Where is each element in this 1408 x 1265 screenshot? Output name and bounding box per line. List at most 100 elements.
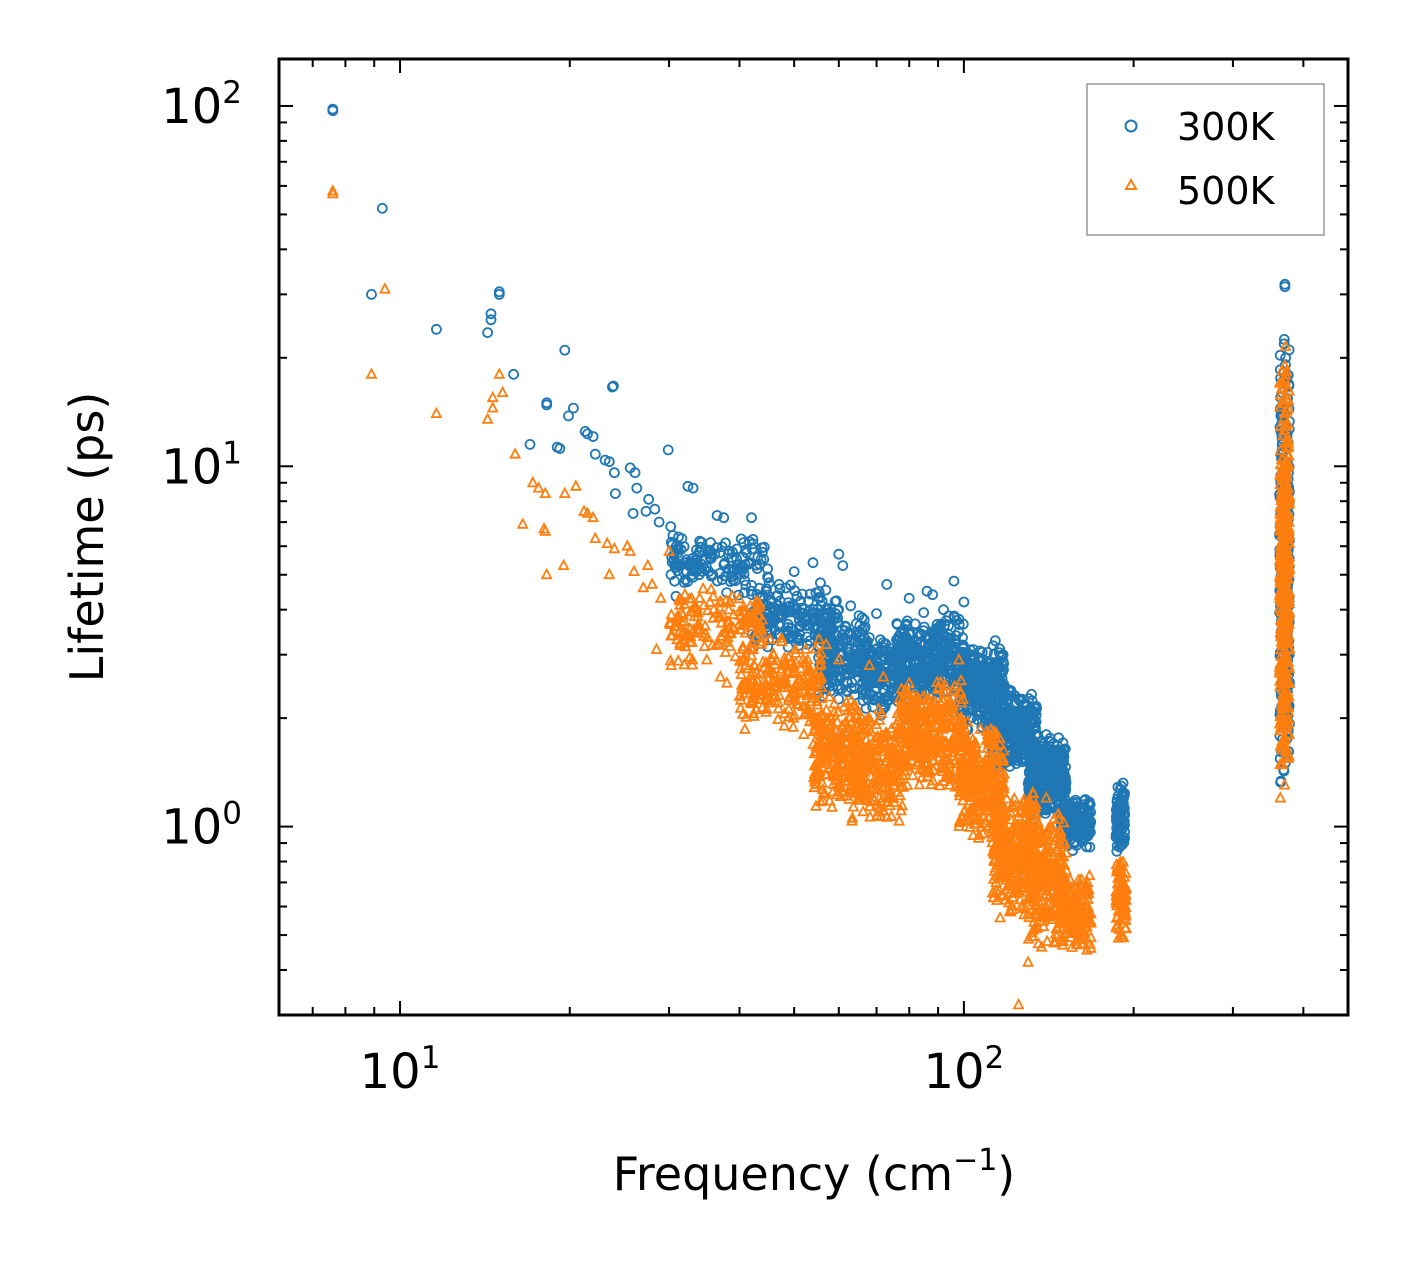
data-point-500k <box>1015 834 1028 847</box>
data-point-300k <box>524 438 536 450</box>
data-point-500k <box>972 804 985 816</box>
data-point-500k <box>872 779 884 791</box>
data-point-300k <box>1023 693 1035 704</box>
data-point-300k <box>666 539 678 551</box>
data-point-300k <box>675 558 687 570</box>
data-point-500k <box>957 766 970 778</box>
data-point-500k <box>1057 833 1070 846</box>
data-point-500k <box>811 698 824 710</box>
data-point-300k <box>1049 755 1061 767</box>
data-point-500k <box>706 638 719 650</box>
data-point-500k <box>805 676 818 688</box>
data-point-300k <box>563 410 574 422</box>
data-point-500k <box>1036 894 1049 906</box>
data-point-500k <box>1049 927 1062 939</box>
data-point-300k <box>803 595 814 607</box>
data-point-500k <box>650 642 663 654</box>
data-point-300k <box>914 630 925 642</box>
data-point-500k <box>868 774 881 786</box>
data-point-500k <box>988 728 1001 740</box>
data-point-300k <box>701 561 712 573</box>
data-point-300k <box>910 658 922 669</box>
data-point-300k <box>842 677 854 689</box>
data-point-500k <box>734 688 747 700</box>
data-point-300k <box>813 586 825 598</box>
data-point-500k <box>778 719 791 731</box>
data-point-500k <box>1041 826 1054 838</box>
data-point-500k <box>712 609 725 622</box>
data-point-500k <box>1016 817 1029 829</box>
data-point-300k <box>892 659 904 671</box>
data-point-500k <box>750 665 763 678</box>
data-point-500k <box>870 717 882 729</box>
data-point-500k <box>848 782 861 794</box>
data-point-300k <box>739 587 750 598</box>
data-point-300k <box>670 559 681 570</box>
data-point-500k <box>870 748 883 760</box>
data-point-500k <box>738 618 750 630</box>
data-point-500k <box>734 662 747 674</box>
data-point-500k <box>826 784 839 797</box>
data-point-500k <box>906 768 919 780</box>
data-point-300k <box>746 512 757 524</box>
data-point-500k <box>1036 834 1049 846</box>
data-point-500k <box>1049 834 1062 846</box>
data-point-500k <box>826 800 839 812</box>
data-point-500k <box>958 731 971 744</box>
data-point-500k <box>863 799 876 812</box>
data-point-300k <box>707 569 719 581</box>
data-point-500k <box>964 754 977 767</box>
data-point-300k <box>582 428 593 440</box>
data-point-500k <box>736 639 749 652</box>
data-point-500k <box>691 624 704 637</box>
data-point-300k <box>1061 819 1073 831</box>
data-point-500k <box>994 911 1007 923</box>
data-point-500k <box>1021 799 1034 811</box>
data-point-300k <box>662 444 674 456</box>
data-point-500k <box>919 751 932 763</box>
data-point-500k <box>827 750 839 762</box>
data-point-500k <box>802 665 815 677</box>
data-point-500k <box>1029 921 1042 934</box>
data-point-500k <box>885 721 898 734</box>
data-point-500k <box>1011 870 1024 882</box>
data-point-500k <box>738 722 751 734</box>
data-point-500k <box>686 653 699 665</box>
data-point-500k <box>1042 833 1054 846</box>
data-point-500k <box>986 804 999 816</box>
data-point-500k <box>931 713 944 725</box>
data-point-500k <box>981 766 994 779</box>
data-point-500k <box>900 760 913 772</box>
data-point-500k <box>581 506 594 518</box>
data-point-500k <box>921 707 934 719</box>
data-point-300k <box>1019 718 1031 729</box>
data-point-500k <box>558 486 571 499</box>
data-point-500k <box>744 695 757 707</box>
data-point-500k <box>707 589 720 602</box>
data-point-300k <box>846 677 858 688</box>
data-point-500k <box>813 756 826 768</box>
data-point-300k <box>758 611 770 623</box>
data-point-500k <box>1054 856 1067 868</box>
data-point-500k <box>955 710 968 722</box>
data-point-500k <box>806 691 818 703</box>
data-point-500k <box>1015 899 1028 911</box>
data-point-500k <box>871 729 884 741</box>
data-point-500k <box>849 753 862 765</box>
data-point-500k <box>790 694 803 706</box>
data-point-300k <box>579 425 591 437</box>
data-point-300k <box>934 659 945 671</box>
data-point-500k <box>993 779 1006 792</box>
data-point-300k <box>769 605 780 616</box>
data-point-300k <box>1043 783 1054 794</box>
data-point-300k <box>608 380 619 392</box>
data-point-500k <box>811 685 824 698</box>
data-point-500k <box>1001 863 1014 875</box>
data-point-500k <box>989 825 1002 837</box>
data-point-500k <box>779 656 792 668</box>
data-point-300k <box>629 467 641 479</box>
data-point-500k <box>947 699 960 711</box>
data-point-500k <box>881 810 893 822</box>
data-point-300k <box>609 467 620 479</box>
